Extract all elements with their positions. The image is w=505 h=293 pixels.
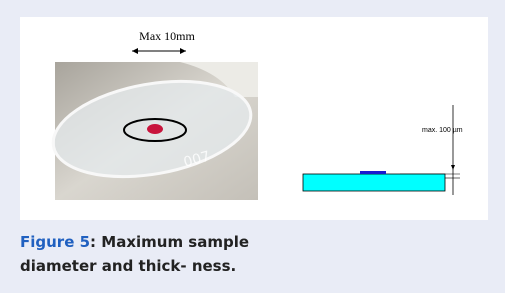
caption-label: Figure 5 bbox=[20, 233, 90, 251]
diagram-label: max. 100 µm bbox=[422, 127, 463, 134]
figure-image: Max 10mm 007 max. 100 µm bbox=[20, 17, 488, 220]
sample bbox=[360, 171, 386, 174]
dimension-arrow bbox=[451, 165, 455, 170]
figure-caption: Figure 5: Maximum sample diameter and th… bbox=[20, 230, 320, 278]
substrate bbox=[303, 174, 445, 191]
sample-dot bbox=[147, 124, 163, 134]
caption-separator: : bbox=[90, 233, 96, 251]
image-svg: Max 10mm 007 max. 100 µm bbox=[20, 17, 488, 220]
figure: Max 10mm 007 max. 100 µm Figure 5: Maxim… bbox=[0, 0, 505, 293]
photo-label: Max 10mm bbox=[139, 29, 195, 43]
